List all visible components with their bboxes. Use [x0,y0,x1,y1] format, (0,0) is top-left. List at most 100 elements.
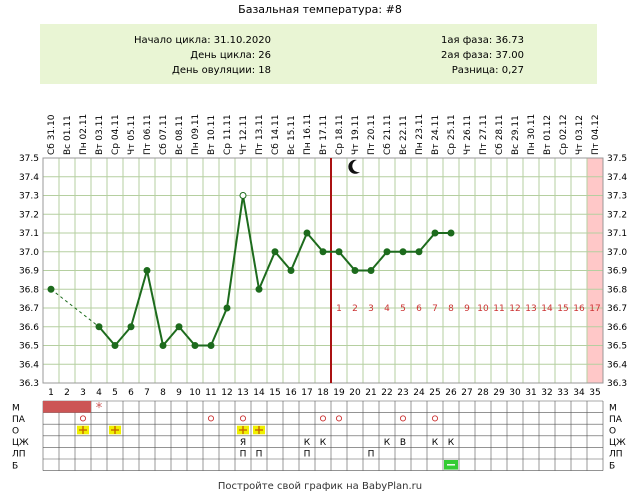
temperature-line-segment [242,195,260,290]
day-number-label: 27 [461,388,472,398]
table-row-label-right: О [609,427,616,437]
date-label: Вт 03.11 [95,115,105,155]
y-tick-label-left: 36.3 [19,379,39,389]
cycle-start-text: Начало цикла: 31.10.2020 [133,35,271,46]
temperature-point [47,285,55,293]
temperature-point [367,267,375,274]
sign-circle [335,415,343,422]
day-number-label: 18 [317,388,329,398]
date-label: Чт 19.11 [351,115,361,155]
y-tick-label-left: 37.1 [19,229,39,239]
date-label: Пн 30.11 [527,114,537,155]
day-number-label: 31 [525,388,536,398]
y-tick-label-right: 36.6 [607,323,627,333]
y-tick-label-right: 37.3 [607,192,627,202]
day-number-label: 29 [493,388,505,398]
temperature-point [271,248,279,256]
period-cell [43,401,59,413]
phase2-day-number: 16 [573,304,585,314]
temperature-point [191,342,199,349]
temperature-point [223,304,231,312]
phase2-day-number: 9 [464,304,470,314]
phase2-day-number: 17 [589,304,600,314]
y-tick-label-left: 37.3 [19,192,39,202]
sign-circle [79,415,87,422]
date-label: Пн 16.11 [303,114,313,155]
date-label: Сб 28.11 [495,115,505,155]
day-number-label: 4 [96,388,102,398]
sign-letter: П [368,450,375,460]
table-row-label-left: М [12,403,20,413]
date-label: Вс 29.11 [511,115,521,155]
sign-letter: К [384,438,391,448]
day-number-label: 23 [397,388,408,398]
sign-letter: П [304,450,311,460]
temperature-point [303,229,311,237]
temperature-point [127,323,135,331]
y-tick-label-right: 37.2 [607,210,627,220]
y-tick-label-right: 36.4 [607,360,627,370]
temperature-point [431,229,439,237]
day-number-label: 35 [589,388,600,398]
temperature-point [239,192,247,199]
phase2-day-number: 15 [557,304,568,314]
temperature-line-segment [210,307,228,346]
temperature-line-segment [274,251,292,272]
y-tick-label-right: 37.4 [607,173,627,183]
temperature-point [207,342,215,349]
date-label: Чт 26.11 [463,115,473,155]
phase2-day-number: 1 [336,304,342,314]
temperature-line-segment [130,270,148,328]
temperature-point [159,342,167,349]
date-label: Пн 02.11 [79,114,89,155]
date-label: Ср 18.11 [335,114,345,155]
phase1-average-text: 1ая фаза: 36.73 [441,35,524,46]
phase2-day-number: 7 [432,304,438,314]
y-tick-label-right: 37.1 [607,229,627,239]
date-label: Вс 22.11 [399,115,409,155]
day-number-label: 22 [381,388,392,398]
temperature-point [447,229,455,237]
y-tick-label-right: 36.5 [607,342,627,352]
phase2-average-text: 2ая фаза: 37.00 [441,50,524,61]
y-tick-label-left: 36.4 [19,360,39,370]
day-number-label: 11 [205,388,216,398]
y-tick-label-right: 36.9 [607,267,627,277]
day-number-label: 10 [189,388,201,398]
table-row-label-left: Б [12,461,18,471]
period-cell [59,401,75,413]
temperature-point [111,342,119,349]
y-tick-label-right: 36.8 [607,285,627,295]
date-label: Ср 02.12 [559,114,569,155]
temperature-line-segment [50,288,100,328]
date-label: Пн 09.11 [191,114,201,155]
y-tick-label-right: 37.5 [607,154,627,164]
temperature-point [399,248,407,256]
y-tick-label-left: 36.6 [19,323,39,333]
date-label: Вс 15.11 [287,115,297,155]
date-label: Пт 06.11 [143,114,153,155]
day-number-label: 5 [112,388,118,398]
date-label: Вс 08.11 [175,115,185,155]
temperature-line-segment [162,326,180,347]
temperature-line-segment [338,251,356,272]
sign-circle [239,415,247,422]
temperature-point [175,323,183,331]
sign-letter: К [432,438,439,448]
phase2-day-number: 6 [416,304,422,314]
y-tick-label-left: 36.9 [19,267,39,277]
sign-letter: К [304,438,311,448]
sign-letter: П [240,450,247,460]
sign-circle [431,415,439,422]
temperature-point [255,285,263,293]
footer-link-text[interactable]: Постройте свой график на BabyPlan.ru [217,481,423,492]
sign-circle [207,415,215,422]
day-number-label: 2 [64,388,70,398]
day-number-label: 17 [301,388,312,398]
date-label: Вт 01.12 [543,115,553,155]
crescent-moon-icon [348,159,360,174]
day-number-label: 1 [48,388,54,398]
temperature-point [95,323,103,331]
day-number-label: 12 [221,388,232,398]
table-row-label-right: ПА [609,415,623,425]
